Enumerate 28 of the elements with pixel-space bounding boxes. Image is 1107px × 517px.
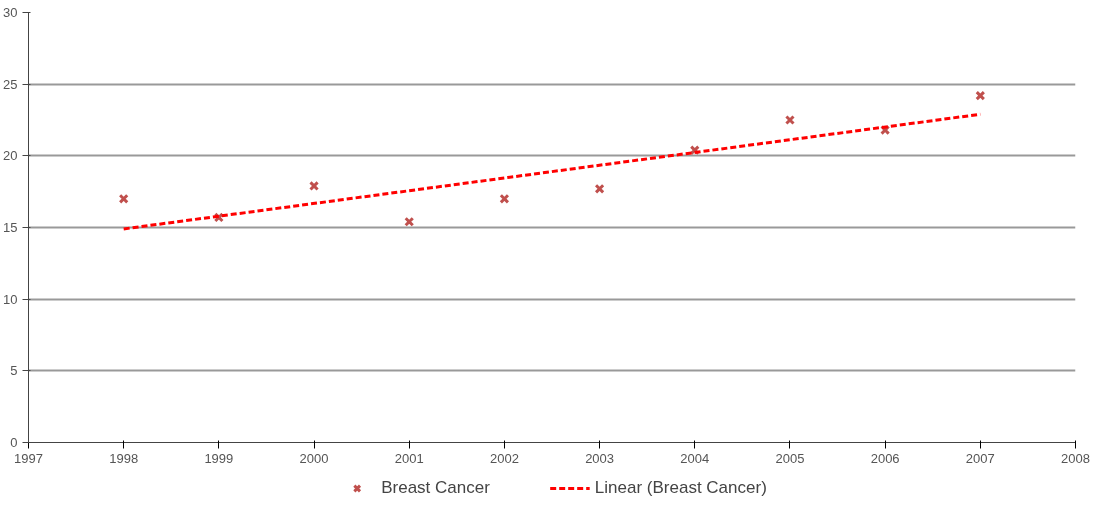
x-tick-label: 2007: [965, 450, 995, 466]
x-tick-label: 1999: [204, 450, 234, 466]
legend-label: Linear (Breast Cancer): [594, 477, 767, 498]
y-tick-label: 10: [3, 291, 18, 307]
x-tick-label: 2003: [585, 450, 615, 466]
point: [594, 183, 605, 194]
x-tick-label: 2000: [299, 450, 329, 466]
y-tick-label: 25: [3, 76, 18, 92]
y-tick-label: 30: [3, 5, 18, 20]
point: [975, 90, 986, 101]
x-tick-label: 2005: [775, 450, 805, 466]
x-tick-label: 1997: [14, 450, 43, 466]
y-tick-label: 20: [3, 148, 18, 164]
point: [499, 193, 510, 204]
x-tick-label: 2002: [489, 450, 519, 466]
point: [404, 216, 415, 227]
x-tick-label: 2001: [394, 450, 424, 466]
x-tick-label: 2004: [680, 450, 710, 466]
point: [784, 114, 795, 126]
legend-label: Breast Cancer: [381, 477, 490, 498]
x-tick-label: 2006: [870, 450, 900, 466]
x-tick-label: 1998: [109, 450, 139, 466]
x-tick-label: 2008: [1061, 450, 1090, 466]
y-tick-label: 0: [10, 435, 18, 450]
point: [118, 193, 129, 204]
y-tick-label: 15: [3, 220, 18, 235]
point: [309, 180, 320, 191]
y-tick-label: 5: [10, 363, 18, 379]
